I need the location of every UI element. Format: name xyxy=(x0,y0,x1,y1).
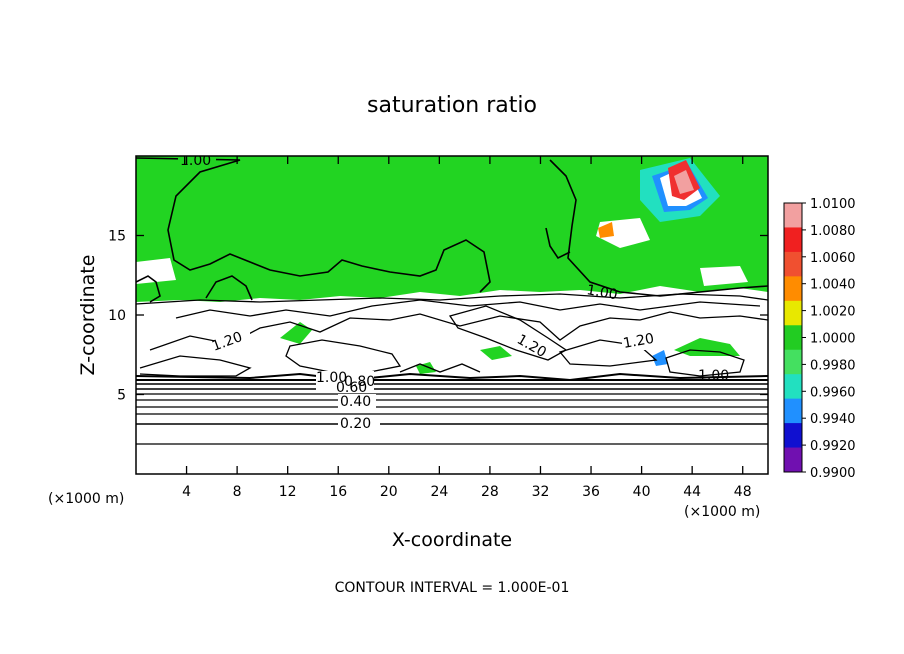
contour-line xyxy=(136,372,768,382)
contour-label: 0.20 xyxy=(340,416,371,432)
x-axis-title: X-coordinate xyxy=(392,529,512,551)
colorbar-label: 1.0020 xyxy=(810,305,856,320)
colorbar-swatch xyxy=(784,325,802,351)
contour-label: 1.00 xyxy=(698,368,729,384)
contour-line xyxy=(136,157,491,293)
colorbar-swatch xyxy=(784,227,802,253)
green-region xyxy=(136,156,768,302)
x-tick-label: 12 xyxy=(279,484,297,500)
colorbar-swatch xyxy=(784,398,802,424)
colorbar-label: 0.9900 xyxy=(810,466,856,481)
contour-line xyxy=(285,339,402,373)
contour-label: 1.00 xyxy=(180,153,211,169)
x-tick-label: 36 xyxy=(582,484,600,500)
colorbar-label: 1.0100 xyxy=(810,197,856,212)
x-tick-label: 20 xyxy=(380,484,398,500)
contour-label: 0.80 xyxy=(344,374,375,390)
contour-line xyxy=(175,299,761,319)
contour-label: 1.20 xyxy=(622,331,655,352)
x-axis-ticks: 4 8 12 16 20 24 28 32 36 40 44 48 xyxy=(182,156,752,500)
x-tick-label: 44 xyxy=(683,484,701,500)
lower-contours xyxy=(136,372,768,445)
colorbar-label: 0.9940 xyxy=(810,412,856,427)
colorbar-label: 1.0040 xyxy=(810,278,856,293)
contour-line xyxy=(545,227,571,260)
x-tick-label: 8 xyxy=(233,484,242,500)
contour-line xyxy=(205,275,253,301)
contour-interval-note: CONTOUR INTERVAL = 1.000E-01 xyxy=(335,580,570,596)
colorbar-label: 1.0060 xyxy=(810,251,856,266)
colorbar-swatch xyxy=(784,374,802,400)
anomaly-pink xyxy=(674,170,694,194)
contour-label: 0.60 xyxy=(336,380,367,396)
contour-line xyxy=(448,305,568,361)
y-axis-ticks: 5 10 15 xyxy=(108,229,768,404)
x-tick-label: 28 xyxy=(481,484,499,500)
colorbar-label: 0.9920 xyxy=(810,439,856,454)
contour-label: 1.00 xyxy=(585,282,618,303)
contour-line xyxy=(136,293,768,305)
plot-area: 1.00 1.00 1.20 1.20 1.20 1.00 1.00 0.80 … xyxy=(136,153,768,474)
green-patch xyxy=(280,322,312,344)
colorbar-swatch xyxy=(784,349,802,375)
anomaly-white xyxy=(700,266,748,286)
x-tick-label: 48 xyxy=(734,484,752,500)
colorbar: 1.0100 1.0080 1.0060 1.0040 1.0020 1.0000 0.99… xyxy=(783,197,856,481)
x-tick-label: 40 xyxy=(633,484,651,500)
contour-label: 0.40 xyxy=(340,394,371,410)
colorbar-label: 1.0080 xyxy=(810,224,856,239)
x-tick-label: 32 xyxy=(532,484,550,500)
green-patch xyxy=(674,338,740,356)
mid-contours xyxy=(136,293,768,377)
y-tick-label: 15 xyxy=(108,229,126,245)
contour-line xyxy=(399,363,481,373)
colorbar-swatch xyxy=(784,251,802,277)
contour-labels: 1.00 1.00 1.20 1.20 1.20 1.00 1.00 0.80 … xyxy=(178,153,729,432)
x-unit-label: (×1000 m) xyxy=(684,504,760,520)
contour-line xyxy=(549,159,768,297)
colorbar-swatch xyxy=(784,447,802,473)
x-tick-label: 24 xyxy=(430,484,448,500)
colorbar-label: 0.9960 xyxy=(810,385,856,400)
contour-lines xyxy=(136,157,768,303)
x-tick-label: 4 xyxy=(182,484,191,500)
anomaly-blue xyxy=(652,350,668,366)
colorbar-label: 1.0000 xyxy=(810,332,856,347)
y-axis-title: Z-coordinate xyxy=(77,255,99,376)
anomaly-white xyxy=(136,258,176,284)
colorbar-label: 0.9980 xyxy=(810,358,856,373)
y-tick-label: 10 xyxy=(108,308,126,324)
contour-label: 1.00 xyxy=(316,370,347,386)
x-tick-label: 16 xyxy=(329,484,347,500)
x-left-unit-label: (×1000 m) xyxy=(48,491,124,507)
colorbar-swatch xyxy=(784,300,802,326)
chart-title: saturation ratio xyxy=(367,93,537,118)
colorbar-swatch xyxy=(784,423,802,449)
contour-line xyxy=(149,311,768,351)
y-tick-label: 5 xyxy=(117,388,126,404)
contour-line xyxy=(136,275,161,303)
contour-line xyxy=(665,349,745,377)
colorbar-swatch xyxy=(784,276,802,302)
anomaly-orange xyxy=(598,222,614,238)
contour-line xyxy=(558,339,658,367)
green-patch xyxy=(480,346,512,360)
colorbar-swatch xyxy=(784,203,802,228)
